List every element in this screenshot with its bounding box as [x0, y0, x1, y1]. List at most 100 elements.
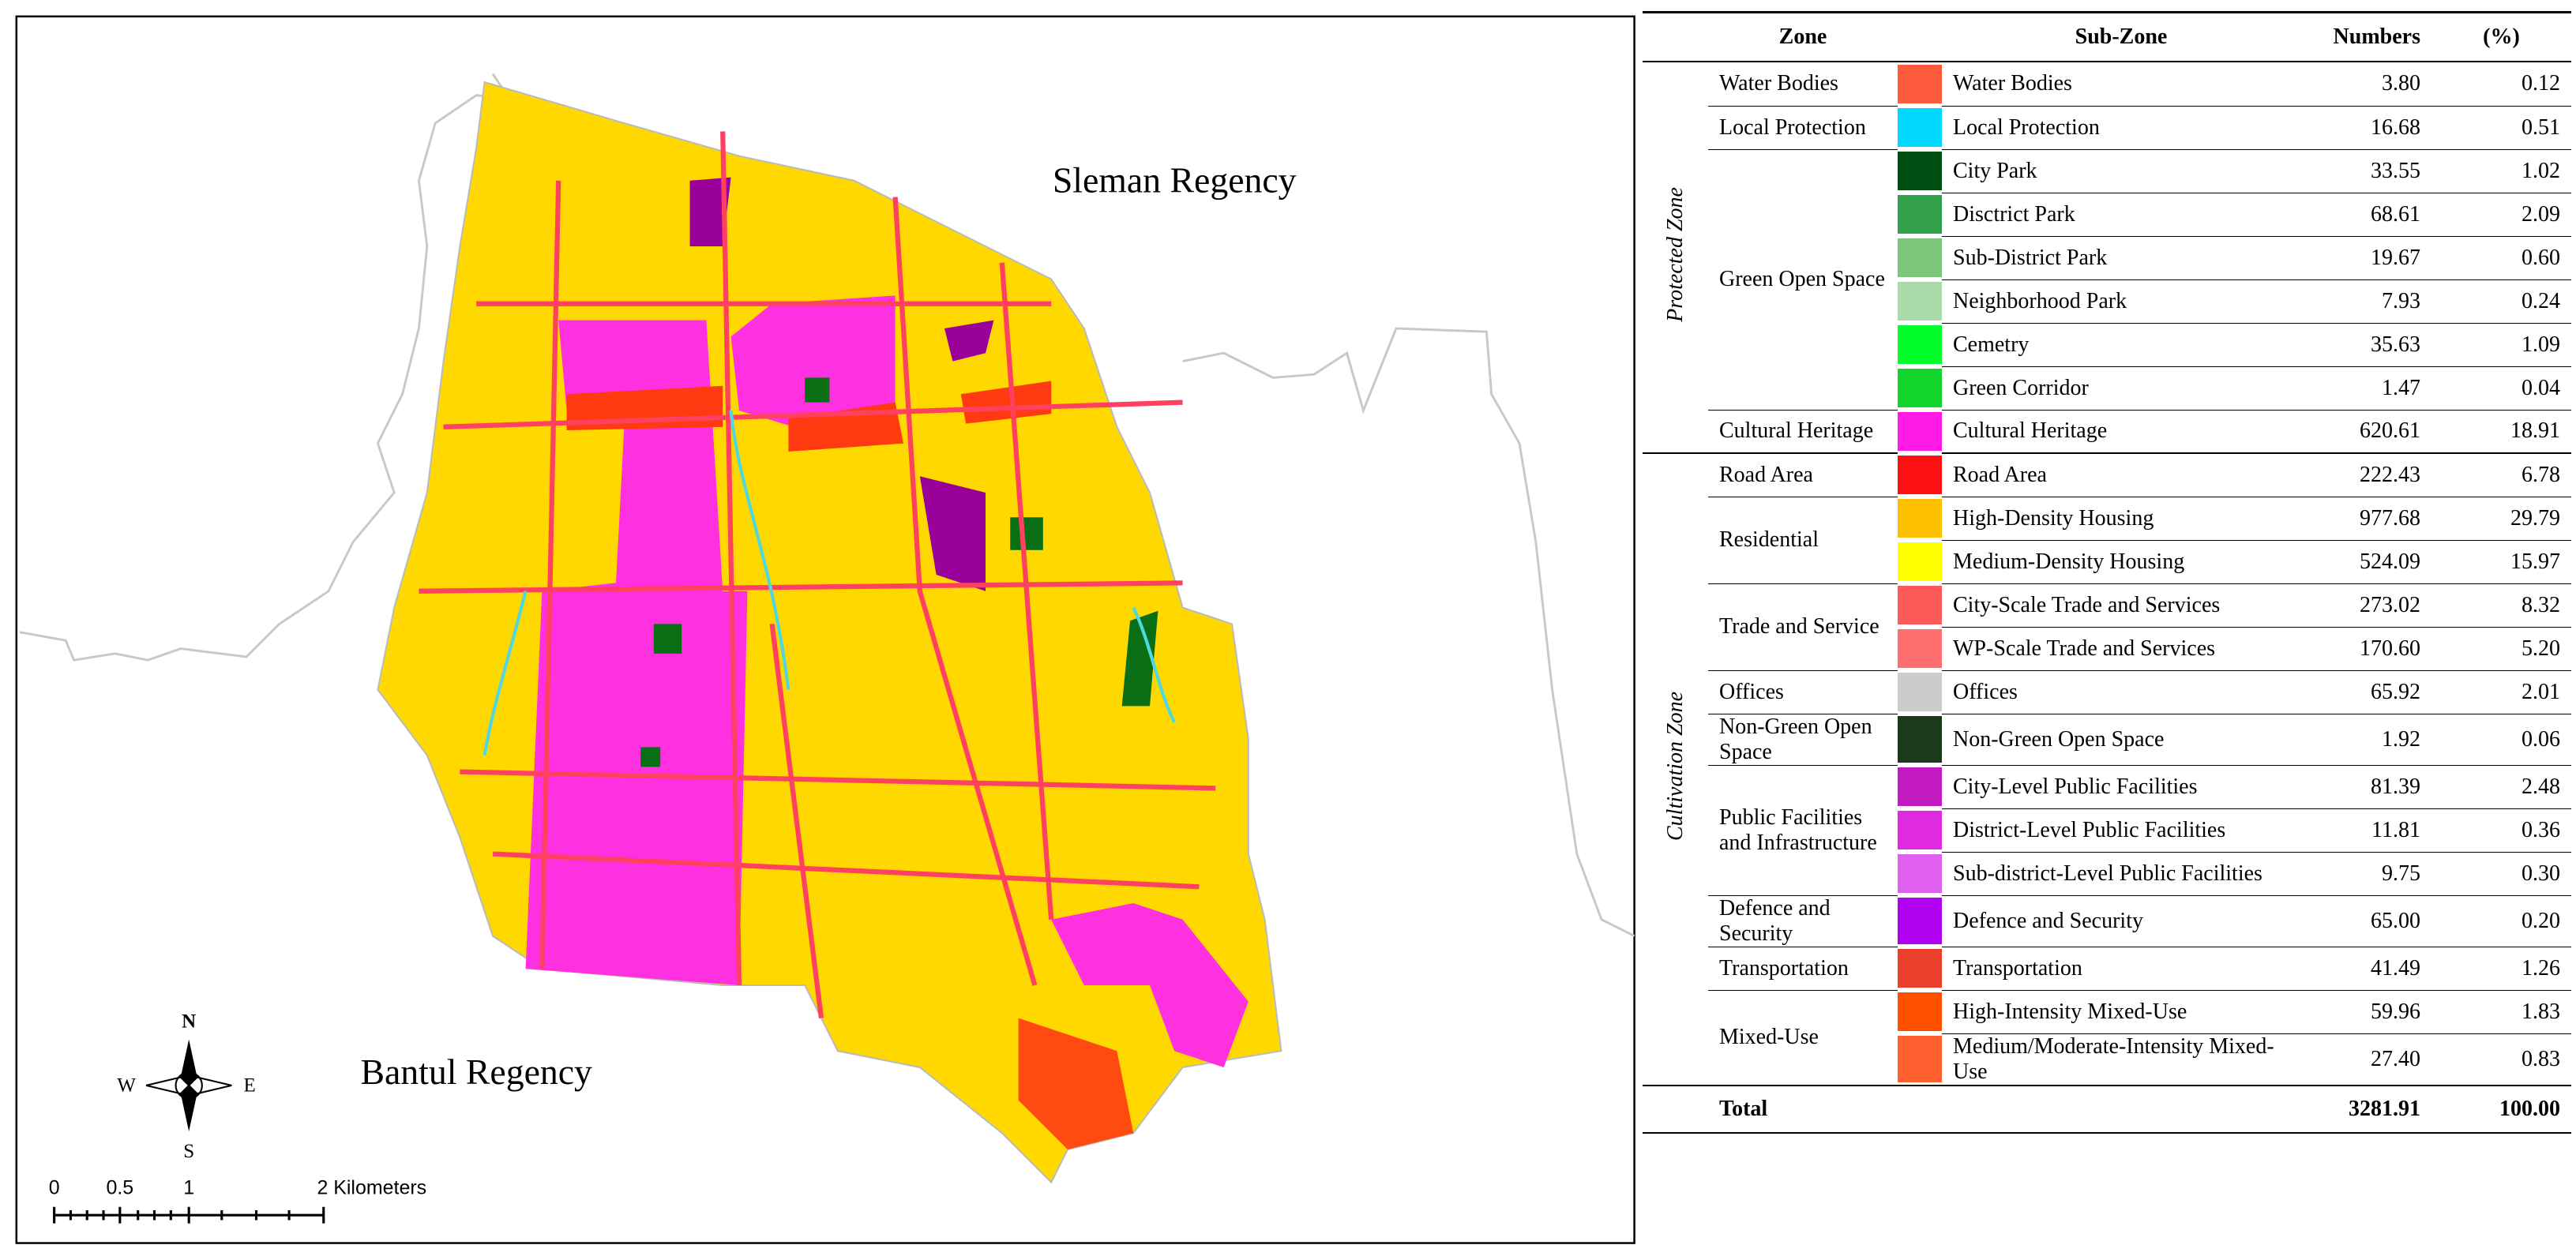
table-row: Green Corridor 1.47 0.04	[1643, 366, 2571, 411]
total-percent: 100.00	[2431, 1084, 2571, 1134]
numbers-cell: 1.47	[2300, 366, 2431, 411]
sub-zone-cell: Cultural Heritage	[1942, 410, 2300, 454]
percent-cell: 1.09	[2431, 323, 2571, 367]
table-row: Transportation Transportation 41.49 1.26	[1643, 947, 2571, 991]
swatch-cell	[1898, 670, 1942, 714]
numbers-cell: 11.81	[2300, 808, 2431, 853]
sub-zone-cell: City-Scale Trade and Services	[1942, 583, 2300, 628]
group-label: Cultivation Zone	[1662, 691, 1688, 841]
numbers-cell: 7.93	[2300, 279, 2431, 324]
numbers-cell: 19.67	[2300, 236, 2431, 280]
percent-cell: 0.20	[2431, 895, 2571, 947]
numbers-cell: 41.49	[2300, 947, 2431, 991]
percent-cell: 18.91	[2431, 410, 2571, 454]
percent-cell: 0.04	[2431, 366, 2571, 411]
color-swatch	[1898, 195, 1942, 234]
color-swatch	[1898, 282, 1942, 321]
color-swatch	[1898, 629, 1942, 668]
color-swatch	[1898, 152, 1942, 190]
percent-cell: 5.20	[2431, 627, 2571, 671]
table-row: District-Level Public Facilities 11.81 0.3…	[1643, 808, 2571, 853]
numbers-cell: 59.96	[2300, 990, 2431, 1034]
header-cell: Numbers	[2300, 11, 2431, 62]
compass-label: E	[244, 1075, 256, 1097]
table-row: Medium-Density Housing 524.09 15.97	[1643, 540, 2571, 584]
color-swatch	[1898, 325, 1942, 364]
scale-ticks	[53, 1206, 325, 1224]
sub-zone-cell: Cemetry	[1942, 323, 2300, 367]
zone-cell: Non-Green Open Space	[1708, 714, 1898, 766]
header-row: Zone Sub-Zone Numbers (%)	[1643, 11, 2571, 62]
sub-zone-cell: District-Level Public Facilities	[1942, 808, 2300, 853]
table-row: Green Open Space City Park 33.55 1.02	[1643, 149, 2571, 411]
swatch-cell	[1898, 366, 1942, 410]
zone-cell: Green Open Space	[1708, 149, 1898, 411]
sub-zone-cell: Medium/Moderate-Intensity Mixed-Use	[1942, 1033, 2300, 1086]
swatch-cell	[1898, 279, 1942, 323]
sub-zone-cell: Sub-District Park	[1942, 236, 2300, 280]
swatch-cell	[1898, 193, 1942, 236]
swatch-cell	[1898, 627, 1942, 670]
swatch-cell	[1898, 583, 1942, 627]
zone-table: Zone Sub-Zone Numbers (%) Protected Zone…	[1643, 11, 2571, 1134]
zone-cell: Transportation	[1708, 947, 1898, 991]
color-swatch	[1898, 949, 1942, 988]
table-row: Trade and Service City-Scale Trade and Se…	[1643, 583, 2571, 671]
swatch-cell	[1898, 852, 1942, 895]
color-swatch	[1898, 811, 1942, 849]
percent-cell: 1.26	[2431, 947, 2571, 991]
sub-zone-cell: Medium-Density Housing	[1942, 540, 2300, 584]
regency-boundary	[19, 73, 1635, 937]
table-row: Cultivation Zone Road Area Road Area 222.43…	[1643, 453, 2571, 1086]
color-swatch	[1898, 542, 1942, 581]
swatch-cell	[1898, 990, 1942, 1033]
header-cell: (%)	[2431, 11, 2571, 62]
swatch-cell	[1898, 895, 1942, 947]
color-swatch	[1898, 238, 1942, 277]
table-body: Protected Zone Water Bodies Water Bodies 3.…	[1643, 62, 2571, 1134]
numbers-cell: 65.00	[2300, 895, 2431, 947]
color-swatch	[1898, 369, 1942, 407]
color-swatch	[1898, 108, 1942, 147]
sub-zone-cell: City-Level Public Facilities	[1942, 765, 2300, 809]
total-numbers: 3281.91	[2300, 1084, 2431, 1134]
mixed-use-area	[1018, 1018, 1134, 1149]
heritage-area	[525, 320, 748, 985]
swatch-cell	[1898, 765, 1942, 808]
sub-zone-cell: Local Protection	[1942, 106, 2300, 150]
header-cell: Sub-Zone	[1942, 11, 2300, 62]
color-swatch	[1898, 586, 1942, 624]
compass: N S E W	[117, 1011, 255, 1162]
percent-cell: 0.51	[2431, 106, 2571, 150]
sub-zone-cell: Transportation	[1942, 947, 2300, 991]
percent-cell: 0.83	[2431, 1033, 2571, 1086]
sub-zone-cell: City Park	[1942, 149, 2300, 193]
heritage-area	[730, 295, 896, 430]
table-row: Residential High-Density Housing 977.68 29.…	[1643, 497, 2571, 584]
percent-cell: 0.30	[2431, 852, 2571, 896]
swatch-cell	[1898, 62, 1942, 106]
percent-cell: 15.97	[2431, 540, 2571, 584]
scale-label: 2 Kilometers	[317, 1177, 426, 1199]
scale-label: 1	[183, 1177, 194, 1199]
table-row: Sub-district-Level Public Facilities 9.75…	[1643, 852, 2571, 896]
sub-zone-cell: Road Area	[1942, 453, 2300, 497]
zone-cell: Offices	[1708, 670, 1898, 714]
swatch-cell	[1898, 1033, 1942, 1086]
group-cell: Cultivation Zone	[1643, 453, 1708, 1086]
zone-cell: Trade and Service	[1708, 583, 1898, 671]
percent-cell: 1.83	[2431, 990, 2571, 1034]
zone-cell: Defence and Security	[1708, 895, 1898, 947]
compass-star	[145, 1076, 232, 1095]
color-swatch	[1898, 673, 1942, 711]
color-swatch	[1898, 716, 1942, 763]
numbers-cell: 65.92	[2300, 670, 2431, 714]
sub-zone-cell: WP-Scale Trade and Services	[1942, 627, 2300, 671]
region-label: Bantul Regency	[360, 1052, 592, 1092]
total-row: Total 3281.91 100.00	[1643, 1084, 2571, 1134]
header-cell: Zone	[1708, 11, 1898, 62]
numbers-cell: 273.02	[2300, 583, 2431, 628]
color-swatch	[1898, 65, 1942, 103]
percent-cell: 0.60	[2431, 236, 2571, 280]
